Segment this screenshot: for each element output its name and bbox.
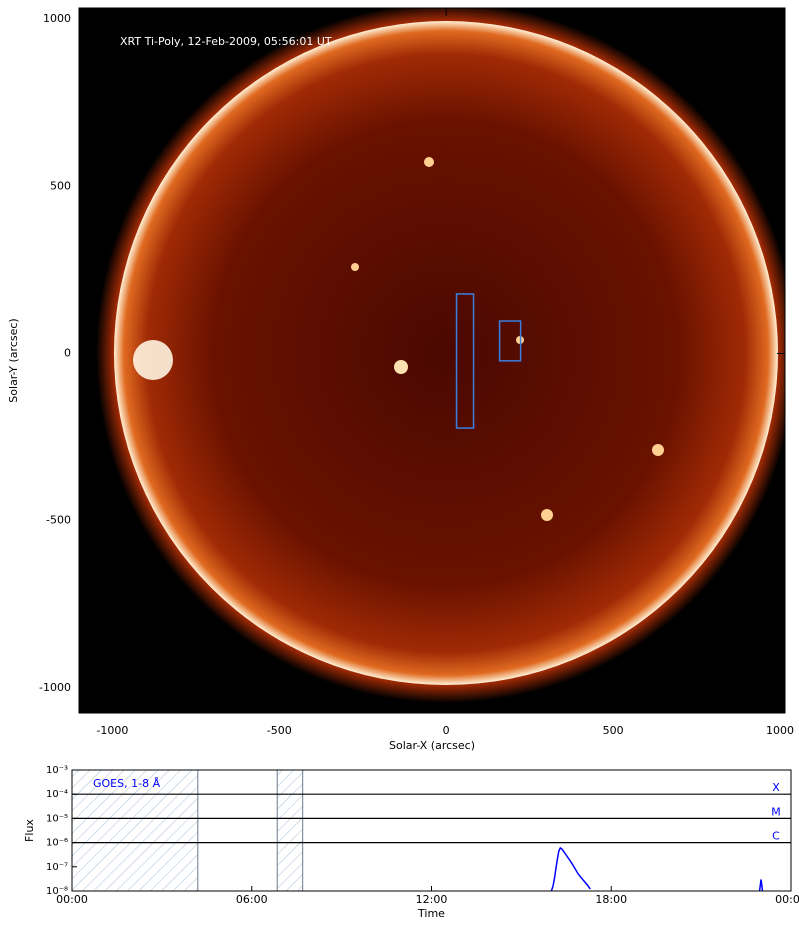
region-box bbox=[498, 320, 522, 362]
x-tick-label: 06:00 bbox=[236, 893, 268, 906]
class-label: C bbox=[772, 830, 780, 843]
x-tick-label: 00:00 bbox=[775, 893, 799, 906]
x-tick-label: 500 bbox=[603, 724, 624, 737]
x-tick-label: 0 bbox=[443, 724, 450, 737]
x-axis-label: Solar-X (arcsec) bbox=[389, 739, 475, 752]
data-gap bbox=[276, 769, 304, 892]
y-tick-label: -1000 bbox=[39, 681, 71, 694]
x-axis-label: Time bbox=[417, 907, 445, 920]
y-tick-label: 10⁻⁵ bbox=[46, 813, 68, 824]
y-axis-label: Solar-Y (arcsec) bbox=[7, 318, 20, 402]
y-axis-label: Flux bbox=[23, 819, 36, 842]
x-tick-label: -1000 bbox=[96, 724, 128, 737]
region-box bbox=[455, 293, 475, 429]
x-tick-label: 12:00 bbox=[416, 893, 448, 906]
y-tick-label: 500 bbox=[50, 179, 71, 192]
y-tick-label: 1000 bbox=[43, 12, 71, 25]
x-tick-label: 1000 bbox=[766, 724, 794, 737]
flux-line bbox=[550, 846, 764, 892]
solar-image bbox=[79, 8, 785, 713]
class-label: M bbox=[771, 805, 781, 818]
x-tick-label: 00:00 bbox=[56, 893, 88, 906]
x-tick-label: 18:00 bbox=[595, 893, 627, 906]
x-tick-label: -500 bbox=[267, 724, 292, 737]
y-tick-label: 10⁻⁶ bbox=[46, 838, 68, 849]
y-tick-label: 10⁻⁸ bbox=[46, 886, 68, 897]
chart-annotation: GOES, 1-8 Å bbox=[93, 777, 161, 790]
data-gap bbox=[71, 769, 199, 892]
plot-frame bbox=[78, 7, 786, 714]
y-tick-label: 10⁻⁷ bbox=[46, 862, 68, 873]
y-tick-label: 10⁻³ bbox=[46, 765, 68, 776]
y-tick-label: 10⁻⁴ bbox=[46, 789, 68, 800]
y-tick-label: 0 bbox=[64, 346, 71, 359]
image-annotation: XRT Ti-Poly, 12-Feb-2009, 05:56:01 UT bbox=[120, 35, 332, 48]
class-label: X bbox=[772, 781, 780, 794]
y-tick-label: -500 bbox=[46, 514, 71, 527]
